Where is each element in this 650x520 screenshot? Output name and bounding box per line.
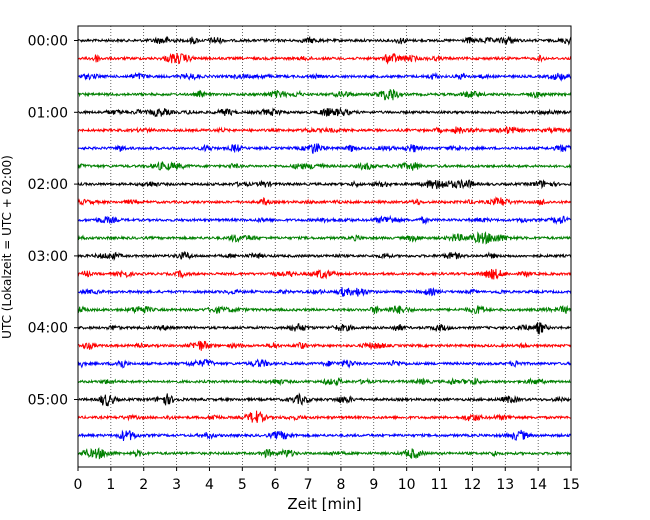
x-tick-label: 12 [463, 477, 481, 493]
x-tick-label: 5 [238, 477, 247, 493]
y-tick-label: 01:00 [28, 105, 68, 121]
seismogram-trace [77, 377, 572, 387]
x-tick-label: 7 [304, 477, 313, 493]
x-axis-ticks: 0 1 2 3 4 5 6 7 8 9 10 11 12 13 14 15 [74, 467, 580, 493]
plot-frame [77, 25, 572, 468]
y-axis-label: UTC (Lokalzeit = UTC + 02:00) [0, 155, 14, 339]
seismogram-trace [77, 392, 572, 407]
seismogram-trace [77, 429, 572, 442]
x-tick-label: 3 [172, 477, 181, 493]
seismogram-trace [77, 107, 572, 118]
y-axis-ticks: 00:00 01:00 02:00 03:00 04:00 05:00 [28, 34, 78, 409]
seismogram-trace [77, 287, 572, 298]
seismogram-trace [77, 88, 572, 101]
x-tick-label: 15 [562, 477, 580, 493]
seismogram-trace [77, 410, 572, 423]
x-tick-label: 0 [74, 477, 83, 493]
x-tick-label: 14 [529, 477, 547, 493]
x-tick-label: 13 [496, 477, 514, 493]
seismogram-trace [77, 52, 572, 65]
seismogram-trace [77, 160, 572, 171]
seismogram-trace [77, 250, 572, 262]
y-tick-label: 03:00 [28, 249, 68, 265]
x-tick-label: 1 [106, 477, 115, 493]
seismogram-trace [77, 35, 572, 46]
y-tick-label: 00:00 [28, 34, 68, 50]
y-tick-label: 05:00 [28, 393, 68, 409]
seismogram-trace [77, 358, 572, 369]
seismogram-trace [77, 125, 572, 135]
y-tick-label: 02:00 [28, 177, 68, 193]
x-tick-label: 11 [431, 477, 449, 493]
x-tick-label: 9 [369, 477, 378, 493]
x-axis-label: Zeit [min] [287, 495, 361, 513]
seismogram-trace [77, 304, 572, 315]
seismogram-trace [77, 178, 572, 190]
x-tick-label: 2 [139, 477, 148, 493]
seismogram-trace [77, 71, 572, 82]
x-tick-label: 6 [271, 477, 280, 493]
seismogram-trace [77, 340, 572, 351]
seismogram-trace [77, 231, 571, 245]
seismogram-trace [77, 214, 572, 226]
seismogram-trace [77, 322, 572, 335]
seismogram-trace [77, 268, 572, 280]
seismogram-trace [77, 196, 571, 207]
seismogram-trace [77, 447, 572, 460]
seismogram-traces [77, 35, 572, 460]
x-tick-label: 4 [205, 477, 214, 493]
x-tick-label: 10 [398, 477, 416, 493]
seismogram-trace [77, 143, 572, 154]
y-tick-label: 04:00 [28, 321, 68, 337]
x-tick-label: 8 [336, 477, 345, 493]
